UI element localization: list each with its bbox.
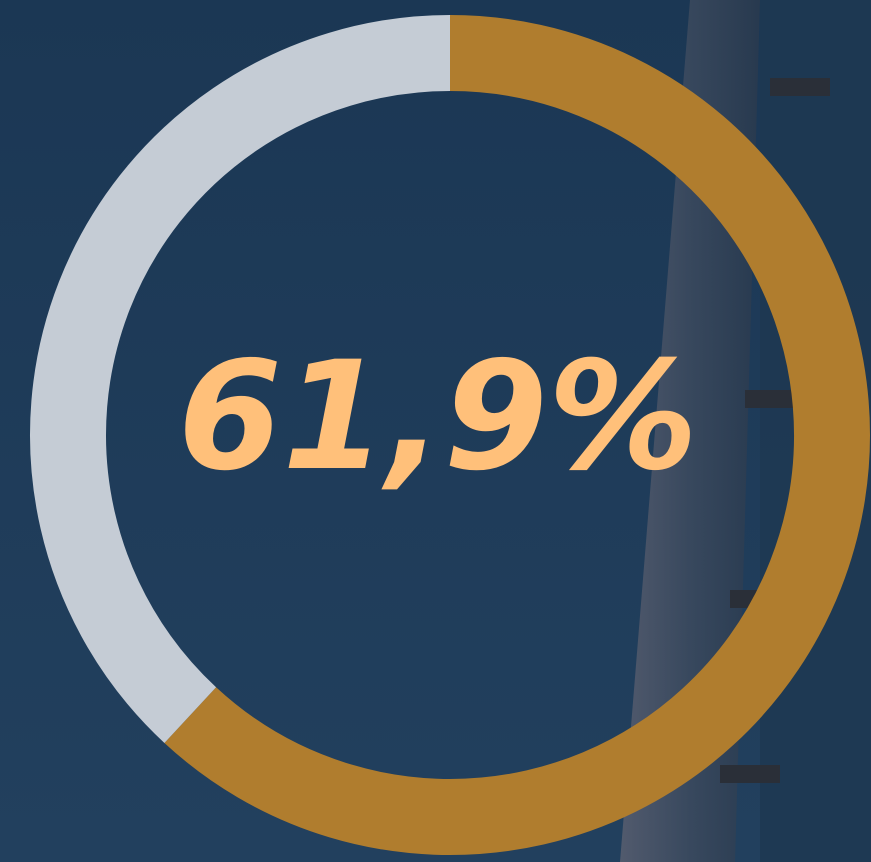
value-label: 61,9% (178, 330, 698, 504)
page: 61,9% (() => { const data = JSON.parse(d… (0, 0, 871, 862)
chart: 61,9% (0, 0, 871, 862)
